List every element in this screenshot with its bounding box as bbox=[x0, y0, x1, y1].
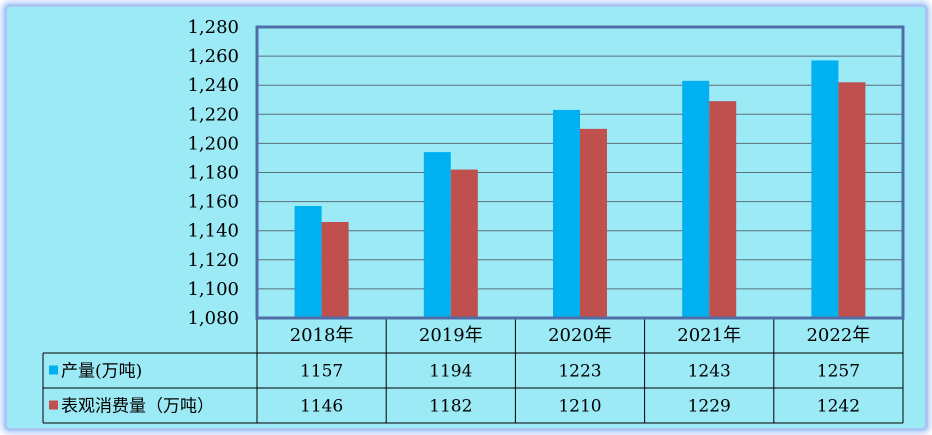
y-tick-label: 1,200 bbox=[187, 133, 239, 154]
bar-production-0 bbox=[294, 205, 322, 318]
y-tick-label: 1,240 bbox=[187, 75, 239, 96]
table-cell: 1157 bbox=[300, 362, 343, 382]
bar-consumption-3 bbox=[709, 101, 737, 318]
bar-production-4 bbox=[811, 60, 839, 319]
category-label: 2019年 bbox=[419, 325, 483, 346]
table-cell: 1229 bbox=[688, 397, 731, 417]
y-tick-label: 1,280 bbox=[187, 17, 239, 38]
bars bbox=[294, 60, 866, 319]
table-cell: 1257 bbox=[817, 362, 860, 382]
category-label: 2021年 bbox=[677, 325, 741, 346]
table-cell: 1210 bbox=[558, 397, 601, 417]
chart-frame: 1,080 1,100 1,120 1,140 1,160 1,180 1,200 1,220… bbox=[4, 4, 928, 431]
table-cell: 1242 bbox=[817, 397, 860, 417]
bar-consumption-0 bbox=[321, 221, 349, 318]
bar-consumption-1 bbox=[450, 169, 478, 318]
plot-border bbox=[255, 25, 905, 320]
y-tick-label: 1,120 bbox=[187, 250, 239, 271]
y-tick-label: 1,100 bbox=[187, 279, 239, 300]
y-tick-label: 1,080 bbox=[187, 308, 239, 329]
category-label: 2020年 bbox=[548, 325, 612, 346]
y-tick-label: 1,260 bbox=[187, 46, 239, 67]
legend-key bbox=[49, 400, 58, 410]
table-cell: 1146 bbox=[300, 397, 343, 417]
y-tick-label: 1,180 bbox=[187, 163, 239, 184]
y-tick-label: 1,220 bbox=[187, 104, 239, 125]
table-cell: 1243 bbox=[688, 362, 731, 382]
series-name: 表观消费量（万吨） bbox=[61, 397, 214, 417]
bar-production-3 bbox=[682, 80, 710, 319]
table-cell: 1182 bbox=[429, 397, 472, 417]
bar-production-1 bbox=[423, 152, 451, 318]
bar-consumption-2 bbox=[580, 128, 607, 318]
table-cell: 1194 bbox=[429, 362, 472, 382]
table-cell: 1223 bbox=[558, 362, 601, 382]
category-label: 2018年 bbox=[290, 325, 354, 346]
bar-chart: 1,080 1,100 1,120 1,140 1,160 1,180 1,200 1,220… bbox=[42, 17, 905, 424]
bar-consumption-4 bbox=[838, 82, 866, 318]
y-tick-label: 1,140 bbox=[187, 221, 239, 242]
series-name: 产量(万吨) bbox=[61, 362, 142, 382]
category-label: 2022年 bbox=[806, 325, 870, 346]
legend-key bbox=[49, 365, 58, 375]
y-tick-label: 1,160 bbox=[187, 192, 239, 213]
y-axis-ticks: 1,080 1,100 1,120 1,140 1,160 1,180 1,200 1,220… bbox=[187, 17, 239, 329]
bar-production-2 bbox=[553, 109, 580, 318]
